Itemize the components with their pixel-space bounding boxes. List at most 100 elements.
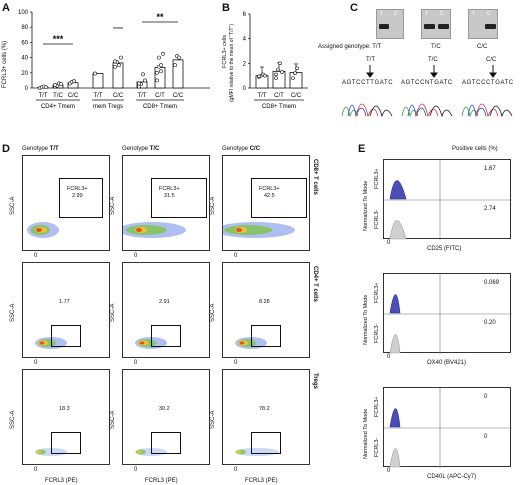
data-point bbox=[159, 63, 163, 68]
significance-stars: ** bbox=[156, 12, 164, 22]
gate-rectangle bbox=[151, 432, 181, 454]
x-axis-zero: 0 bbox=[387, 240, 391, 246]
sequence-cc: AGTCCCTGATC bbox=[462, 80, 514, 86]
positive-percent: 1.67 bbox=[484, 166, 496, 172]
x-axis-zero: 0 bbox=[134, 253, 138, 259]
gate-rectangle bbox=[51, 432, 81, 454]
x-axis-zero: 0 bbox=[234, 360, 238, 366]
flow-plot: FCRL3+ 42.5 bbox=[222, 155, 310, 251]
histogram-negative bbox=[389, 448, 401, 468]
data-point bbox=[155, 78, 159, 83]
gate-name: FCRL3+ bbox=[259, 186, 280, 192]
positive-percent: 0.069 bbox=[484, 280, 500, 286]
gel-band bbox=[379, 24, 389, 29]
x-tick-label: C/T bbox=[274, 93, 284, 99]
group-label: CD4+ Tmem bbox=[41, 104, 75, 110]
flow-plot: 30.2 bbox=[122, 369, 210, 465]
gate-value: 18.3 bbox=[59, 406, 70, 412]
histogram-plot: 1.67 2.74 bbox=[383, 159, 512, 240]
flow-plot: 1.77 bbox=[22, 262, 110, 358]
x-tick-label: C/C bbox=[68, 93, 79, 99]
gate-value: FCRL3+ 31.5 bbox=[159, 186, 180, 199]
chromatogram-label-cc: C/C bbox=[486, 57, 497, 63]
x-axis-zero: 0 bbox=[387, 354, 391, 360]
chromatogram-label-tt: T/T bbox=[366, 57, 375, 63]
data-point bbox=[263, 73, 267, 78]
genotype-prefix: Genotype bbox=[22, 146, 50, 152]
density-plot bbox=[223, 222, 295, 238]
gate-rectangle bbox=[251, 432, 281, 454]
data-point bbox=[155, 70, 159, 75]
y-tick-label: 6 bbox=[243, 12, 247, 18]
gel-lane-t: T bbox=[425, 11, 429, 17]
positive-percent: 0 bbox=[484, 434, 488, 440]
x-axis-zero: 0 bbox=[234, 467, 238, 473]
y-axis-label: SSC-A bbox=[210, 303, 216, 322]
data-point bbox=[173, 63, 177, 68]
x-axis-zero: 0 bbox=[34, 360, 38, 366]
panel-d-letter: D bbox=[2, 143, 10, 155]
gate-value: 8.28 bbox=[259, 299, 270, 305]
y-axis-label: Normalized To Mode bbox=[363, 294, 369, 345]
gel-band bbox=[485, 24, 496, 29]
gel-lane-t: T bbox=[380, 11, 384, 17]
histogram-positive bbox=[389, 294, 401, 314]
data-point bbox=[141, 72, 145, 77]
data-point bbox=[295, 66, 299, 71]
bar bbox=[172, 59, 184, 89]
panel-b-ylabel: FCRL3+ cells bbox=[222, 34, 228, 68]
chromatogram-traces bbox=[341, 103, 513, 118]
panel-b-ylabel-sub: (gMFI relative to the mean of "T/T") bbox=[229, 23, 235, 102]
arrow-down-icon bbox=[489, 72, 497, 78]
marker-label: CD25 (FITC) bbox=[427, 246, 462, 252]
gel-lane-c: C bbox=[440, 11, 444, 17]
genotype-header-tc: Genotype T/C bbox=[122, 146, 159, 152]
data-point bbox=[93, 71, 97, 76]
data-point bbox=[44, 85, 48, 90]
row-label: CD8+ T cells bbox=[312, 159, 318, 195]
x-axis-label: FCRL3 (PE) bbox=[145, 478, 178, 484]
x-tick-label: T/T bbox=[39, 93, 48, 99]
genotype-header-cc: Genotype C/C bbox=[222, 146, 260, 152]
y-axis-label: SSC-A bbox=[10, 303, 16, 322]
gel-lane-c: C bbox=[487, 11, 491, 17]
row-label: Tregs bbox=[312, 373, 318, 390]
panel-e-letter: E bbox=[358, 143, 366, 155]
histogram-positive bbox=[389, 408, 401, 428]
y-tick-label: 4 bbox=[243, 37, 247, 43]
y-tick-label: 2 bbox=[243, 61, 247, 67]
x-axis-zero: 0 bbox=[387, 468, 391, 474]
marker-label: OX40 (BV421) bbox=[427, 360, 467, 366]
y-tick-label: 0 bbox=[25, 86, 29, 92]
data-point bbox=[291, 76, 295, 80]
flow-plot: 18.3 bbox=[22, 369, 110, 465]
assigned-genotype-label: Assigned genotype: T/T bbox=[318, 44, 382, 50]
y-axis-label: Normalized To Mode bbox=[363, 180, 369, 231]
gate-value: FCRL3+ 2.99 bbox=[67, 186, 88, 199]
gate-value: 78.2 bbox=[259, 406, 270, 412]
x-axis-label: FCRL3 (PE) bbox=[245, 478, 278, 484]
gate-name: FCRL3+ bbox=[67, 186, 88, 192]
chromatogram-arrows bbox=[366, 65, 497, 78]
data-point bbox=[72, 79, 76, 84]
panel-a-chart: 0 20 40 60 80 100 T/T T/C C/C T/T C/C T/T C/T C/C CD4+… bbox=[18, 10, 210, 110]
x-axis-zero: 0 bbox=[134, 360, 138, 366]
y-axis-label: SSC-A bbox=[10, 196, 16, 215]
flow-plot: 8.28 bbox=[222, 262, 310, 358]
gel-image-cc: T C bbox=[468, 9, 498, 39]
y-tick-label: 80 bbox=[21, 25, 28, 31]
y-tick-label: 100 bbox=[18, 10, 29, 16]
data-point bbox=[113, 59, 117, 64]
genotype-label-cc: C/C bbox=[477, 44, 488, 50]
gate-value: 2.91 bbox=[159, 299, 170, 305]
panel-b-letter: B bbox=[222, 2, 230, 14]
data-point bbox=[157, 55, 161, 60]
data-point bbox=[161, 51, 165, 56]
data-point bbox=[143, 78, 147, 83]
data-point bbox=[117, 63, 121, 68]
gate-rectangle bbox=[251, 325, 281, 347]
x-axis-zero: 0 bbox=[134, 467, 138, 473]
y-axis-label: SSC-A bbox=[110, 196, 116, 215]
gate-value: 30.2 bbox=[159, 406, 170, 412]
genotype-prefix: Genotype bbox=[122, 146, 150, 152]
